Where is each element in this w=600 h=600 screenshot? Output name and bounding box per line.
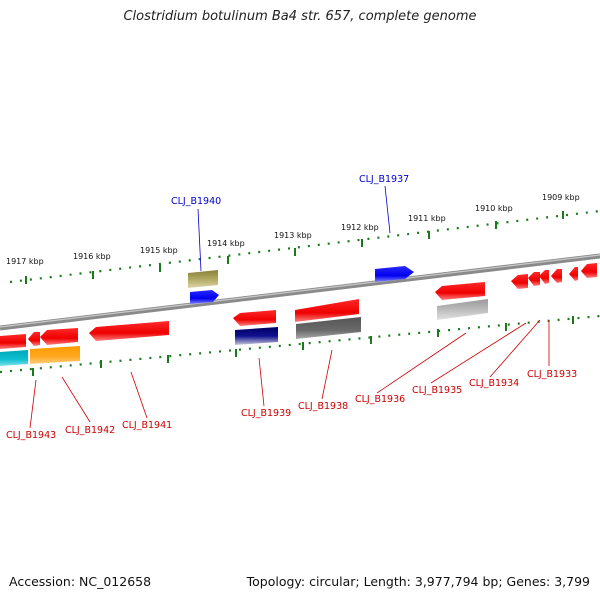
gene-labels: CLJ_B1940 CLJ_B1937 CLJ_B1943 CLJ_B1942 … <box>6 174 577 441</box>
tick-label: 1916 kbp <box>73 252 111 261</box>
gene-label-clj-b1943: CLJ_B1943 <box>6 430 56 441</box>
genome-summary-text: Topology: circular; Length: 3,977,794 bp… <box>246 574 590 589</box>
gene-feature-clj-b1933[interactable] <box>511 263 597 289</box>
gene-label-clj-b1938: CLJ_B1938 <box>298 401 348 412</box>
tick-label: 1915 kbp <box>140 246 178 255</box>
callout-lines-lower <box>29 319 550 429</box>
gene-feature-clj-b1938[interactable] <box>295 299 361 339</box>
genome-backbone <box>0 253 600 331</box>
gene-feature-clj-b1935[interactable] <box>437 299 488 320</box>
gene-label-clj-b1939: CLJ_B1939 <box>241 408 291 419</box>
tick-label: 1911 kbp <box>408 214 446 223</box>
gene-feature-clj-b1942[interactable] <box>28 328 80 364</box>
gene-label-clj-b1935: CLJ_B1935 <box>412 385 462 396</box>
map-title: Clostridium botulinum Ba4 str. 657, comp… <box>123 9 477 24</box>
gene-label-clj-b1942: CLJ_B1942 <box>65 425 115 436</box>
gene-feature-clj-b1937[interactable] <box>375 266 414 282</box>
gene-feature-clj-b1943[interactable] <box>0 334 28 366</box>
gene-feature-clj-b1940[interactable] <box>190 290 219 304</box>
tick-label: 1912 kbp <box>341 223 379 232</box>
gene-feature-clj-b1939[interactable] <box>233 310 278 345</box>
gene-feature-clj-b1936[interactable] <box>435 282 485 300</box>
tick-label: 1917 kbp <box>6 257 44 266</box>
gene-label-clj-b1934: CLJ_B1934 <box>469 378 519 389</box>
gene-feature-clj-b1941[interactable] <box>89 321 169 341</box>
gene-feature-olive[interactable] <box>188 270 218 288</box>
gene-label-clj-b1936: CLJ_B1936 <box>355 394 405 405</box>
tick-label: 1914 kbp <box>207 239 245 248</box>
major-ticks <box>25 211 574 376</box>
tick-label: 1913 kbp <box>274 231 312 240</box>
gene-label-clj-b1933: CLJ_B1933 <box>527 369 577 380</box>
tick-label: 1909 kbp <box>542 193 580 202</box>
gene-label-clj-b1940: CLJ_B1940 <box>171 196 221 207</box>
tick-labels: 1909 kbp 1910 kbp 1911 kbp 1912 kbp 1913… <box>6 193 580 266</box>
callout-lines-upper <box>197 185 391 272</box>
gene-label-clj-b1941: CLJ_B1941 <box>122 420 172 431</box>
tick-track-upper <box>9 209 600 284</box>
tick-label: 1910 kbp <box>475 204 513 213</box>
gene-label-clj-b1937: CLJ_B1937 <box>359 174 409 185</box>
accession-text: Accession: NC_012658 <box>9 574 152 589</box>
